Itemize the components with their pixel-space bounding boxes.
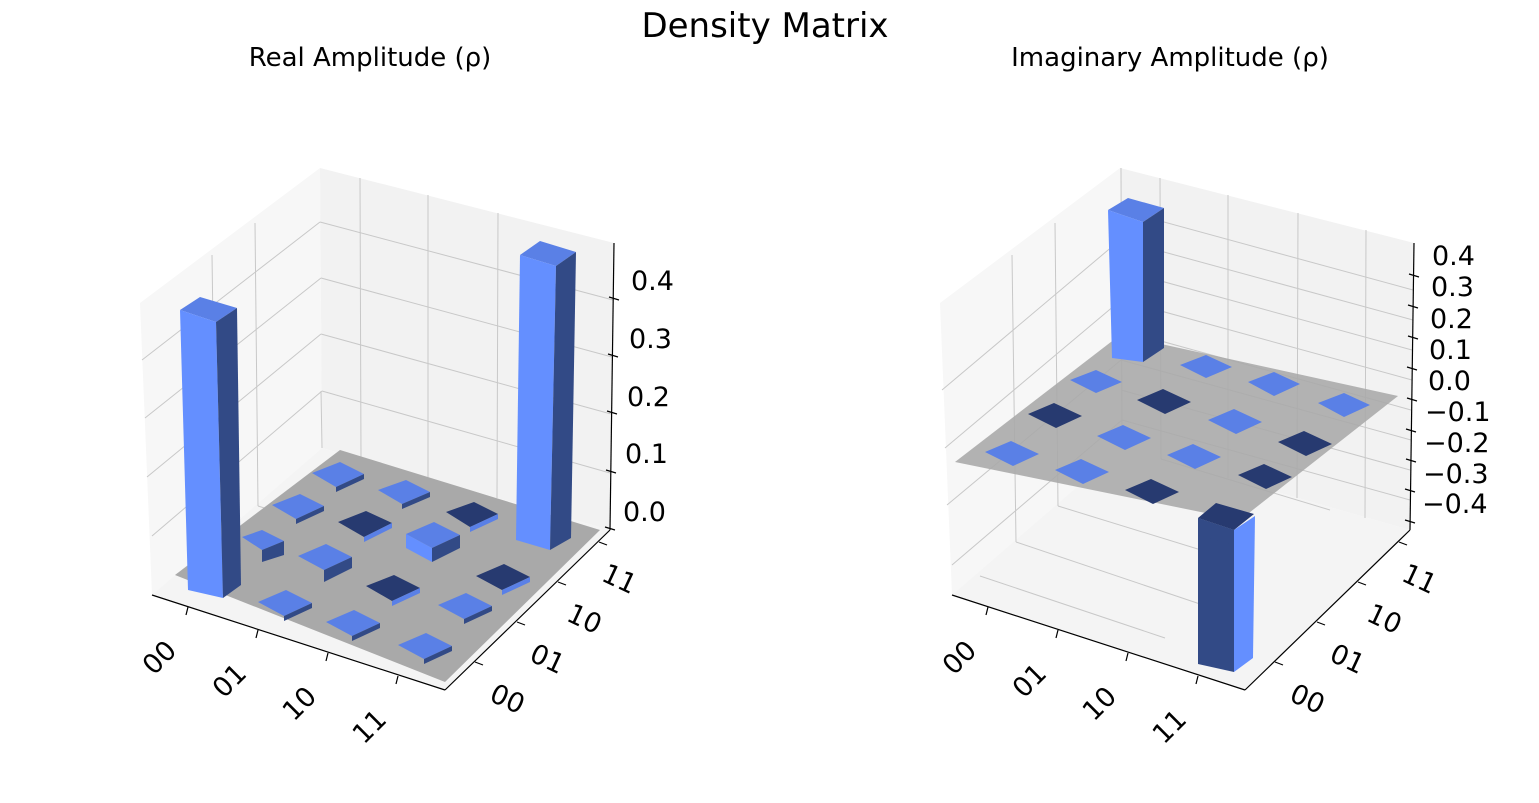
tile bbox=[1278, 431, 1332, 456]
imag-z-ticks: 0.4 0.3 0.2 0.1 0.0 −0.1 −0.2 −0.3 −0.4 bbox=[1404, 241, 1491, 524]
bar-r-01-00 bbox=[272, 494, 324, 524]
tile bbox=[1248, 372, 1300, 396]
x-tick-label: 00 bbox=[937, 635, 983, 681]
tile bbox=[1097, 425, 1151, 450]
y-tick-label: 00 bbox=[485, 678, 529, 721]
z-tick-label: −0.3 bbox=[1423, 459, 1489, 490]
imag-flat-bars bbox=[985, 355, 1370, 504]
bar-r-11-11b bbox=[398, 633, 452, 664]
imag-panel-title: Imaginary Amplitude (ρ) bbox=[1011, 43, 1329, 73]
bar-r-10-01 bbox=[298, 544, 352, 582]
y-axis bbox=[444, 529, 611, 691]
x-tick-label: 11 bbox=[1147, 704, 1193, 750]
x-tick-label: 00 bbox=[137, 635, 183, 681]
z-tick-label: 0.1 bbox=[625, 439, 668, 470]
z-tick-label: 0.4 bbox=[1432, 241, 1475, 272]
x-tick-label: 10 bbox=[1077, 681, 1123, 727]
tile bbox=[985, 441, 1039, 466]
bar-r-01-01 bbox=[338, 511, 392, 542]
bar-r-10-11 bbox=[366, 575, 420, 606]
z-tick-label: 0.1 bbox=[1429, 335, 1472, 366]
tile bbox=[1318, 393, 1370, 417]
real-amplitude-panel: Real Amplitude (ρ) bbox=[137, 43, 674, 750]
bar-r-00-10 bbox=[378, 480, 430, 509]
bar-r-00-01 bbox=[312, 462, 364, 492]
y-tick-label: 10 bbox=[562, 598, 606, 641]
tile bbox=[1137, 389, 1191, 414]
imag-neg-bar-lower bbox=[1198, 516, 1255, 672]
y-tick-label: 00 bbox=[1285, 678, 1329, 721]
bar-r-11-10 bbox=[326, 610, 380, 641]
x-axis bbox=[951, 594, 1246, 691]
z-tick-label: −0.2 bbox=[1424, 428, 1490, 459]
z-tick-label: −0.1 bbox=[1425, 397, 1491, 428]
tile bbox=[1028, 403, 1082, 428]
x-tick-label: 11 bbox=[347, 704, 393, 750]
real-panel-title: Real Amplitude (ρ) bbox=[249, 43, 492, 73]
imag-neg-bar-upper bbox=[1198, 503, 1254, 545]
tile bbox=[1238, 464, 1292, 489]
figure-title: Density Matrix bbox=[641, 6, 888, 46]
x-tick-label: 01 bbox=[1007, 658, 1053, 704]
bar-r-11-00 bbox=[476, 564, 530, 595]
real-tall-bar-11-11 bbox=[516, 241, 576, 550]
x-axis bbox=[151, 594, 446, 691]
bar-r-10-10 bbox=[406, 522, 460, 562]
real-z-ticks: 0.0 0.1 0.2 0.3 0.4 bbox=[604, 266, 674, 531]
y-tick-label: 11 bbox=[1397, 558, 1441, 601]
bar-r-10-00 bbox=[242, 530, 284, 562]
y-tick-label: 10 bbox=[1362, 598, 1406, 641]
real-tall-bar-00-00 bbox=[180, 297, 241, 598]
tile bbox=[1180, 355, 1232, 378]
bar-r-01-10 bbox=[446, 502, 498, 532]
z-tick-label: 0.0 bbox=[1428, 366, 1471, 397]
imag-tall-bar-00-11 bbox=[1108, 198, 1164, 362]
tile bbox=[1167, 444, 1221, 469]
z-axis bbox=[1409, 242, 1415, 531]
z-tick-label: 0.2 bbox=[627, 382, 670, 413]
real-flat-bars bbox=[242, 462, 530, 664]
bar-r-11-11 bbox=[438, 593, 492, 624]
imaginary-amplitude-panel: Imaginary Amplitude (ρ) bbox=[937, 43, 1491, 750]
z-tick-label: 0.2 bbox=[1430, 304, 1473, 335]
tile bbox=[1208, 409, 1262, 434]
bar-r-11-01 bbox=[258, 590, 312, 621]
y-axis bbox=[1244, 529, 1411, 691]
y-tick-label: 01 bbox=[525, 638, 569, 681]
y-tick-label: 01 bbox=[1325, 638, 1369, 681]
z-tick-label: −0.4 bbox=[1422, 489, 1488, 520]
y-tick-label: 11 bbox=[597, 558, 641, 601]
left-wall-pane bbox=[940, 168, 1122, 595]
z-tick-label: 0.0 bbox=[623, 497, 666, 528]
tile bbox=[1125, 479, 1179, 504]
tile bbox=[1055, 459, 1109, 484]
z-tick-label: 0.3 bbox=[629, 324, 672, 355]
x-tick-label: 01 bbox=[207, 658, 253, 704]
z-tick-label: 0.4 bbox=[631, 266, 674, 297]
x-tick-label: 10 bbox=[277, 681, 323, 727]
z-axis bbox=[609, 242, 615, 531]
tile bbox=[1070, 370, 1122, 393]
z-tick-label: 0.3 bbox=[1431, 272, 1474, 303]
